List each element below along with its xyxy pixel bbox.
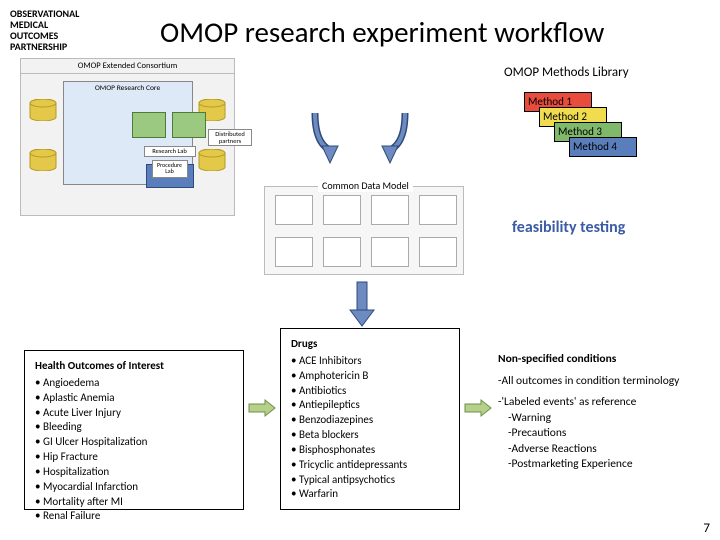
list-item: Warfarin [291, 487, 449, 502]
list-item: Angioedema [35, 376, 233, 391]
page-number: 7 [703, 521, 710, 536]
condition-sub: -Warning [498, 411, 708, 427]
down-arrow-icon [345, 280, 379, 328]
org-label: OBSERVATIONALMEDICAL OUTCOMESPARTNERSHIP [10, 8, 79, 52]
list-item: Renal Failure [35, 509, 233, 524]
cdm-diagram [264, 186, 464, 275]
list-item: Acute Liver Injury [35, 406, 233, 421]
feasibility-label: feasibility testing [512, 218, 625, 237]
database-icon [198, 149, 226, 171]
link-arrow-icon [463, 398, 493, 418]
health-list: AngioedemaAplastic AnemiaAcute Liver Inj… [35, 376, 233, 524]
database-icon [29, 99, 57, 121]
list-item: Bleeding [35, 420, 233, 435]
page-title: OMOP research experiment workflow [160, 14, 604, 50]
list-item: Amphotericin B [291, 369, 449, 384]
list-item: Hospitalization [35, 465, 233, 480]
methods-library-label: OMOP Methods Library [504, 65, 629, 80]
drugs-list: ACE InhibitorsAmphotericin BAntibioticsA… [291, 354, 449, 502]
list-item: GI Ulcer Hospitalization [35, 435, 233, 450]
curved-arrow-icon [370, 108, 410, 168]
method-stack: Method 1 Method 2 Method 3 Method 4 [524, 92, 640, 170]
list-item: Bisphosphonates [291, 443, 449, 458]
list-item: ACE Inhibitors [291, 354, 449, 369]
list-item: Mortality after MI [35, 495, 233, 510]
cdm-label: Common Data Model [318, 179, 413, 192]
curved-arrow-icon [310, 108, 350, 168]
link-arrow-icon [247, 398, 277, 418]
consortium-diagram: OMOP Extended Consortium Distributed par… [20, 58, 235, 216]
list-item: Benzodiazepines [291, 413, 449, 428]
method-box: Method 4 [569, 137, 637, 157]
health-outcomes-panel: Health Outcomes of Interest AngioedemaAp… [24, 350, 244, 510]
conditions-panel: Non-specified conditions -All outcomes i… [498, 352, 708, 473]
list-item: Hip Fracture [35, 450, 233, 465]
list-item: Antibiotics [291, 384, 449, 399]
condition-sub: -Postmarketing Experience [498, 457, 708, 473]
condition-sub: -Adverse Reactions [498, 442, 708, 458]
list-item: Beta blockers [291, 428, 449, 443]
list-item: Typical antipsychotics [291, 473, 449, 488]
list-item: Antiepileptics [291, 398, 449, 413]
list-item: Aplastic Anemia [35, 391, 233, 406]
database-icon [29, 149, 57, 171]
condition-sub: -Precautions [498, 426, 708, 442]
conditions-subs: -Warning-Precautions-Adverse Reactions-P… [498, 411, 708, 473]
list-item: Myocardial Infarction [35, 480, 233, 495]
list-item: Tricyclic antidepressants [291, 458, 449, 473]
drugs-panel: Drugs ACE InhibitorsAmphotericin BAntibi… [280, 328, 460, 510]
